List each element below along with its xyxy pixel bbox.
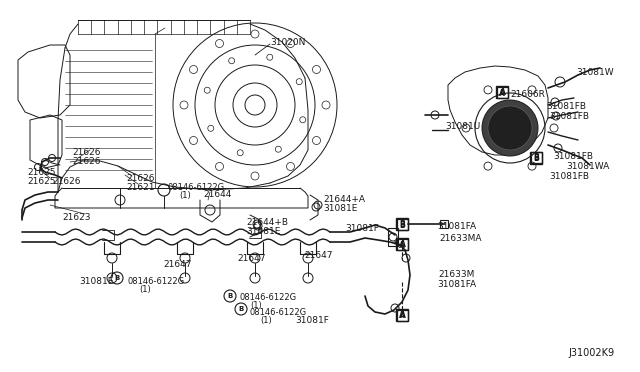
Text: 31081F: 31081F	[345, 224, 379, 233]
Text: A: A	[399, 240, 405, 249]
Text: 21626: 21626	[72, 157, 100, 166]
Text: 08146-6122G: 08146-6122G	[128, 277, 185, 286]
Text: B: B	[227, 293, 232, 299]
Bar	[496, 86, 508, 98]
Text: B: B	[534, 153, 540, 162]
Text: 08146-6122G: 08146-6122G	[168, 183, 225, 192]
Circle shape	[482, 100, 538, 156]
Text: 21606R: 21606R	[510, 90, 545, 99]
Text: (1): (1)	[250, 301, 262, 310]
Text: 31081FB: 31081FB	[546, 102, 586, 111]
Text: A: A	[399, 311, 405, 320]
Text: 31081WA: 31081WA	[566, 162, 609, 171]
Text: 31081FB: 31081FB	[549, 172, 589, 181]
Text: 21625: 21625	[27, 168, 56, 177]
Text: 31081E: 31081E	[246, 227, 280, 236]
Text: 31081FB: 31081FB	[553, 152, 593, 161]
Text: 31081FA: 31081FA	[437, 280, 476, 289]
Bar	[388, 228, 398, 246]
Bar	[397, 310, 408, 321]
Bar	[397, 219, 408, 230]
Bar	[396, 238, 408, 250]
Text: B: B	[533, 154, 539, 163]
Text: A: A	[399, 311, 405, 321]
Text: 31081W: 31081W	[576, 68, 614, 77]
Bar	[440, 220, 448, 228]
Text: (1): (1)	[139, 285, 151, 294]
Text: 21626: 21626	[52, 177, 81, 186]
Text: 31081U: 31081U	[445, 122, 480, 131]
Text: 31081FA: 31081FA	[437, 222, 476, 231]
Text: J31002K9: J31002K9	[568, 348, 614, 358]
Text: B: B	[399, 221, 405, 230]
Text: 21626: 21626	[72, 148, 100, 157]
Text: 21633MA: 21633MA	[439, 234, 481, 243]
Text: A: A	[399, 241, 405, 250]
Text: 21647: 21647	[237, 254, 266, 263]
Bar	[396, 218, 408, 230]
Text: B: B	[115, 275, 120, 281]
Circle shape	[488, 106, 532, 150]
Text: 31081FB: 31081FB	[549, 112, 589, 121]
Text: 31081E: 31081E	[323, 204, 357, 213]
Text: 21623: 21623	[62, 213, 90, 222]
Text: (1): (1)	[260, 316, 272, 325]
Bar	[396, 309, 408, 321]
Text: 31081F: 31081F	[295, 316, 329, 325]
Text: A: A	[499, 89, 505, 97]
Text: 08146-6122G: 08146-6122G	[239, 293, 296, 302]
Text: 21621: 21621	[126, 183, 154, 192]
Text: 31081E: 31081E	[79, 277, 113, 286]
Text: B: B	[399, 220, 405, 229]
Text: A: A	[500, 88, 506, 97]
Bar	[497, 87, 508, 98]
Bar	[397, 239, 408, 250]
Text: 21647: 21647	[304, 251, 333, 260]
Text: 31020N: 31020N	[270, 38, 305, 47]
Text: 08146-6122G: 08146-6122G	[249, 308, 306, 317]
Text: 21625: 21625	[27, 177, 56, 186]
Text: 21633M: 21633M	[438, 270, 474, 279]
Bar	[531, 152, 542, 163]
Text: 21644: 21644	[203, 190, 232, 199]
Text: 21647: 21647	[163, 260, 191, 269]
Text: 21644+A: 21644+A	[323, 195, 365, 204]
Text: 21644+B: 21644+B	[246, 218, 288, 227]
Text: B: B	[238, 306, 244, 312]
Bar	[530, 152, 542, 164]
Text: 21626: 21626	[126, 174, 154, 183]
Text: (1): (1)	[179, 191, 191, 200]
